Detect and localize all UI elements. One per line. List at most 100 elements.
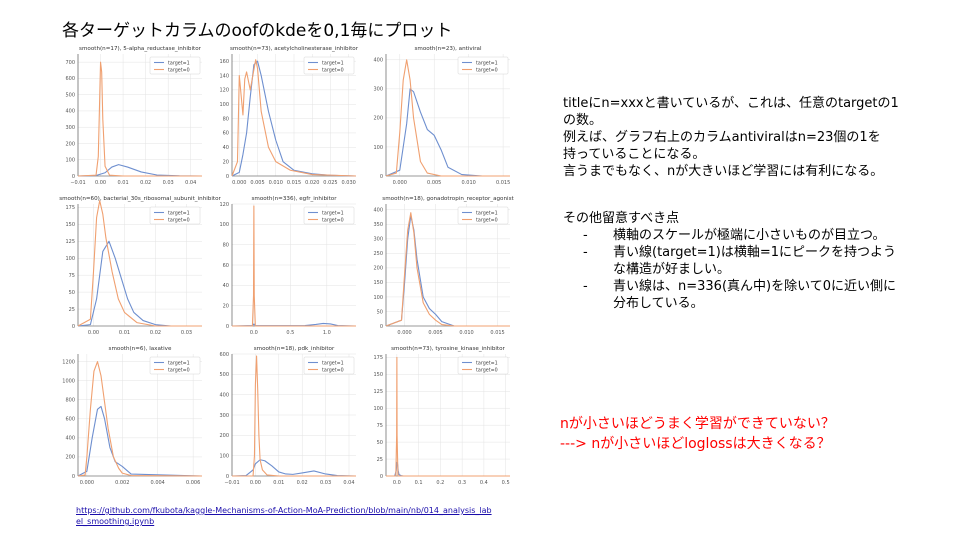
x-tick-label: 0.00 bbox=[88, 330, 99, 336]
legend-label: target=1 bbox=[168, 360, 190, 366]
x-tick-label: 0.03 bbox=[163, 180, 174, 186]
explanation-line: 持っていることになる。 bbox=[563, 147, 706, 162]
question-line: nが小さいほどうまく学習ができていない？ bbox=[560, 416, 835, 432]
y-tick-label: 500 bbox=[65, 92, 75, 98]
kde-line-target-1 bbox=[231, 60, 357, 177]
y-tick-label: 140 bbox=[219, 73, 229, 79]
legend-label: target=1 bbox=[322, 360, 344, 366]
x-tick-label: 0.01 bbox=[119, 330, 130, 336]
kde-line-target-0 bbox=[232, 355, 356, 477]
y-tick-label: 0 bbox=[226, 474, 229, 480]
x-tick-label: 0.000 bbox=[397, 330, 411, 336]
y-tick-label: 0 bbox=[226, 174, 229, 180]
y-tick-label: 400 bbox=[65, 109, 75, 115]
x-tick-label: 1.0 bbox=[323, 330, 331, 336]
y-tick-label: 1200 bbox=[62, 359, 75, 365]
question-line: ---> nが小さいほどloglossは大きくなる？ bbox=[560, 436, 831, 452]
kde-subplot: smooth(n=23), antiviral 0 100 200 300 400 0.00… bbox=[373, 46, 510, 186]
x-tick-label: 0.02 bbox=[150, 330, 161, 336]
legend-label: target=1 bbox=[476, 60, 498, 66]
x-tick-label: 0.010 bbox=[462, 180, 476, 186]
x-tick-label: 0.00 bbox=[95, 180, 106, 186]
remark-line: 分布している。 bbox=[613, 296, 704, 311]
x-tick-label: 0.015 bbox=[490, 330, 504, 336]
y-tick-label: 200 bbox=[65, 141, 75, 147]
kde-line-target-1 bbox=[77, 164, 203, 177]
x-tick-label: −0.01 bbox=[224, 480, 239, 486]
x-tick-label: 0.3 bbox=[458, 480, 466, 486]
kde-subplot: smooth(n=73), acetylcholinesterase_inhib… bbox=[219, 46, 358, 186]
kde-charts-svg: smooth(n=17), 5-alpha_reductase_inhibito… bbox=[59, 46, 514, 486]
subplot-title: smooth(n=18), pdk_inhibitor bbox=[254, 346, 335, 352]
y-tick-label: 600 bbox=[65, 417, 75, 423]
kde-line-target-1 bbox=[385, 88, 510, 177]
x-tick-label: 0.015 bbox=[287, 180, 301, 186]
y-tick-label: 50 bbox=[69, 290, 75, 296]
y-tick-label: 200 bbox=[373, 116, 383, 122]
y-tick-label: 40 bbox=[223, 145, 229, 151]
kde-line-target-0 bbox=[385, 212, 510, 327]
x-tick-label: 0.01 bbox=[273, 480, 284, 486]
subplot-title: smooth(n=6), laxative bbox=[109, 346, 172, 352]
legend-label: target=0 bbox=[322, 367, 344, 373]
y-tick-label: 200 bbox=[373, 266, 383, 272]
x-tick-label: 0.0 bbox=[393, 480, 401, 486]
legend-label: target=1 bbox=[476, 360, 498, 366]
y-tick-label: 100 bbox=[373, 406, 383, 412]
subplot-title: smooth(n=17), 5-alpha_reductase_inhibito… bbox=[79, 46, 202, 52]
kde-line-target-0 bbox=[77, 361, 203, 477]
y-tick-label: 60 bbox=[223, 263, 229, 269]
remark-line: 青い線は、n=336(真ん中)を除いて0に近い側に bbox=[613, 279, 896, 294]
y-tick-label: 0 bbox=[72, 174, 75, 180]
x-tick-label: 0.005 bbox=[250, 180, 264, 186]
legend-label: target=0 bbox=[322, 217, 344, 223]
y-tick-label: 400 bbox=[373, 58, 383, 64]
y-tick-label: 0 bbox=[72, 324, 75, 330]
kde-line-target-0 bbox=[77, 200, 202, 327]
kde-line-target-1 bbox=[231, 459, 357, 477]
y-tick-label: 100 bbox=[219, 453, 229, 459]
x-tick-label: 0.04 bbox=[343, 480, 354, 486]
source-notebook-link[interactable]: https://github.com/fkubota/kaggle-Mechan… bbox=[76, 506, 492, 526]
y-tick-label: 75 bbox=[377, 423, 383, 429]
y-tick-label: 100 bbox=[373, 145, 383, 151]
y-tick-label: 175 bbox=[65, 205, 75, 211]
question-text: nが小さいほどうまく学習ができていない？ ---> nが小さいほどlogloss… bbox=[560, 414, 835, 454]
y-tick-label: 100 bbox=[219, 102, 229, 108]
y-tick-label: 125 bbox=[373, 389, 383, 395]
y-tick-label: 25 bbox=[69, 307, 75, 313]
x-tick-label: 0.005 bbox=[427, 180, 441, 186]
remark-line: な構造が好ましい。 bbox=[613, 262, 731, 277]
legend-label: target=0 bbox=[476, 217, 498, 223]
y-tick-label: 350 bbox=[373, 222, 383, 228]
legend-label: target=0 bbox=[168, 367, 190, 373]
kde-subplot: smooth(n=18), pdk_inhibitor 0 100 200 300 400… bbox=[219, 346, 357, 486]
y-tick-label: 0 bbox=[380, 174, 383, 180]
remark-line: 横軸のスケールが極端に小さいものが目立つ。 bbox=[613, 228, 886, 243]
x-tick-label: 0.025 bbox=[323, 180, 337, 186]
y-tick-label: 40 bbox=[223, 283, 229, 289]
subplot-title: smooth(n=18), gonadotropin_receptor_agon… bbox=[382, 196, 514, 202]
x-tick-label: 0.015 bbox=[496, 180, 510, 186]
y-tick-label: 500 bbox=[219, 372, 229, 378]
kde-line-target-0 bbox=[386, 356, 510, 477]
kde-subplot: smooth(n=336), egfr_inhibitor 0 20 40 60 80 10… bbox=[219, 196, 357, 336]
bullet-dash: - bbox=[583, 245, 588, 260]
x-tick-label: 0.030 bbox=[342, 180, 356, 186]
explanation-line: の数。 bbox=[563, 113, 603, 128]
bullet-dash: - bbox=[583, 228, 588, 243]
y-tick-label: 200 bbox=[219, 433, 229, 439]
y-tick-label: 300 bbox=[65, 125, 75, 131]
y-tick-label: 150 bbox=[65, 222, 75, 228]
x-tick-label: 0.02 bbox=[297, 480, 308, 486]
x-tick-label: 0.00 bbox=[250, 480, 261, 486]
kde-line-target-0 bbox=[77, 61, 202, 177]
y-tick-label: 400 bbox=[373, 208, 383, 214]
bullet-dash: - bbox=[583, 279, 588, 294]
x-tick-label: 0.5 bbox=[286, 330, 294, 336]
subplot-title: smooth(n=336), egfr_inhibitor bbox=[251, 196, 337, 202]
y-tick-label: 1000 bbox=[62, 378, 75, 384]
y-tick-label: 50 bbox=[377, 309, 383, 315]
y-tick-label: 300 bbox=[373, 87, 383, 93]
subplot-title: smooth(n=73), tyrosine_kinase_inhibitor bbox=[391, 346, 505, 352]
